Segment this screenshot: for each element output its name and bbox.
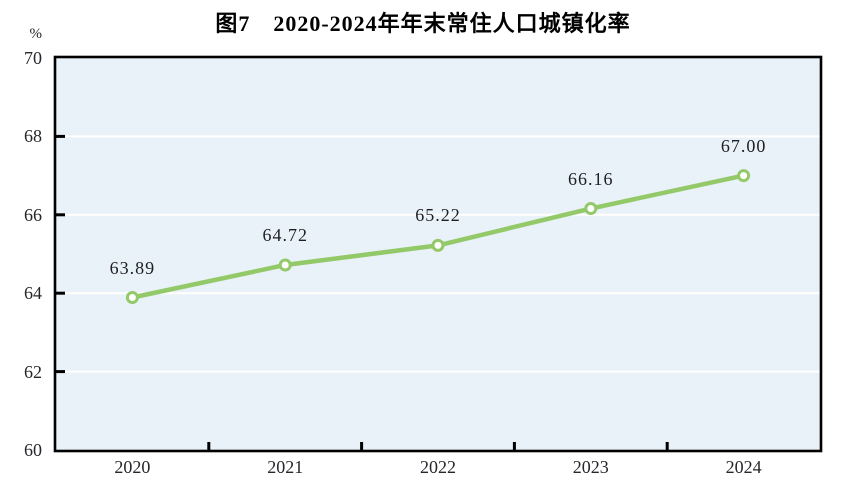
plot-border: [53, 55, 823, 453]
y-axis-tick: [56, 213, 65, 217]
y-tick-label: 64: [24, 283, 42, 304]
x-tick-label: 2020: [114, 457, 151, 477]
y-tick-label: 66: [24, 204, 42, 225]
y-tick-label: 68: [24, 126, 42, 147]
x-axis-tick: [665, 442, 669, 450]
plot-background: [56, 58, 820, 450]
y-axis-unit-label: %: [29, 26, 43, 42]
data-point-marker: [431, 238, 445, 252]
data-value-label: 67.00: [720, 135, 767, 156]
x-axis-tick: [360, 442, 364, 450]
x-axis-tick: [207, 442, 211, 450]
data-value-label: 63.89: [109, 257, 156, 278]
y-tick-label: 60: [24, 440, 42, 460]
x-tick-label: 2022: [420, 457, 456, 477]
data-point-marker: [125, 291, 139, 305]
x-axis-tick: [512, 442, 516, 450]
x-tick-label: 2024: [725, 457, 762, 477]
y-axis-tick: [56, 134, 65, 138]
data-value-label: 66.16: [568, 168, 614, 189]
y-tick-label: 62: [24, 361, 42, 382]
y-axis-tick: [56, 370, 65, 374]
data-point-marker: [737, 169, 751, 183]
data-value-label: 64.72: [262, 224, 308, 245]
data-point-marker: [278, 258, 292, 272]
data-value-label: 65.22: [415, 205, 461, 226]
x-tick-label: 2021: [267, 457, 304, 477]
y-axis-tick: [56, 291, 65, 295]
y-tick-label: 70: [24, 48, 42, 68]
data-point-marker: [584, 202, 598, 216]
chart-title: 图7 2020-2024年年末常住人口城镇化率: [215, 11, 631, 36]
x-tick-label: 2023: [572, 457, 609, 477]
